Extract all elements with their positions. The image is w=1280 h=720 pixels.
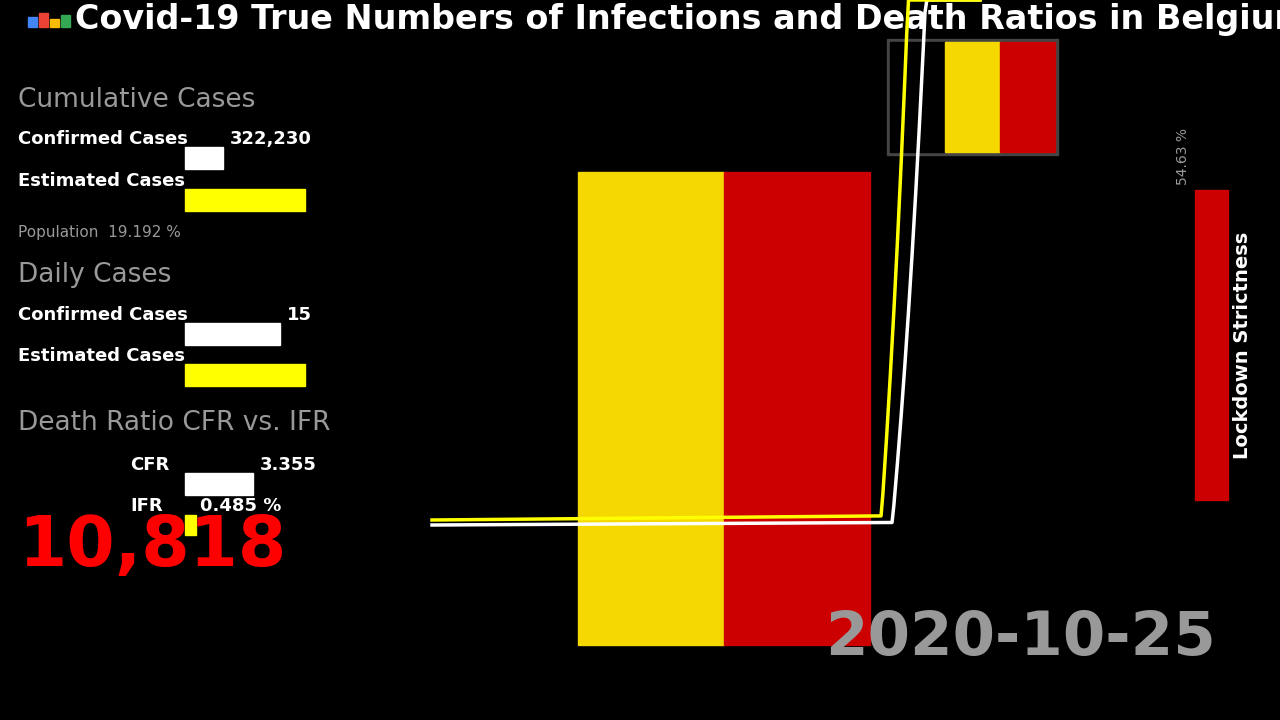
Bar xyxy=(28,17,37,27)
Text: Cumulative Cases: Cumulative Cases xyxy=(18,87,256,113)
Text: Lockdown Strictness: Lockdown Strictness xyxy=(1233,231,1252,459)
Bar xyxy=(579,172,724,645)
Bar xyxy=(1196,190,1228,500)
Text: Daily Cases: Daily Cases xyxy=(18,262,172,288)
Text: Death Ratio CFR vs. IFR: Death Ratio CFR vs. IFR xyxy=(18,410,330,436)
Text: Population  19.192 %: Population 19.192 % xyxy=(18,225,180,240)
Text: 15: 15 xyxy=(287,306,312,324)
Bar xyxy=(945,42,1000,152)
Bar xyxy=(186,473,253,495)
Bar xyxy=(186,515,196,535)
Bar xyxy=(186,364,305,386)
Text: 322,230: 322,230 xyxy=(230,130,312,148)
Bar xyxy=(61,15,70,27)
Bar xyxy=(724,172,870,645)
Bar xyxy=(50,19,59,27)
Text: 54.63 %: 54.63 % xyxy=(1176,128,1190,185)
Text: 2020-10-25: 2020-10-25 xyxy=(824,609,1216,668)
Text: Confirmed Cases: Confirmed Cases xyxy=(18,130,188,148)
Text: Covid-19 True Numbers of Infections and Death Ratios in Belgium: Covid-19 True Numbers of Infections and … xyxy=(76,4,1280,37)
Bar xyxy=(433,172,579,645)
Bar xyxy=(186,147,223,169)
Bar xyxy=(186,323,280,345)
Bar xyxy=(887,39,1059,155)
Text: CFR: CFR xyxy=(131,456,169,474)
Bar xyxy=(38,13,49,27)
Bar xyxy=(1000,42,1055,152)
Text: Estimated Cases: Estimated Cases xyxy=(18,172,186,190)
Text: Confirmed Cases: Confirmed Cases xyxy=(18,306,188,324)
Bar xyxy=(890,42,945,152)
Text: 3.355: 3.355 xyxy=(260,456,317,474)
Text: Estimated Cases: Estimated Cases xyxy=(18,347,186,365)
Text: IFR: IFR xyxy=(131,497,163,515)
Bar xyxy=(186,189,305,211)
Text: 0.485 %: 0.485 % xyxy=(200,497,282,515)
Text: 10,818: 10,818 xyxy=(18,513,287,580)
